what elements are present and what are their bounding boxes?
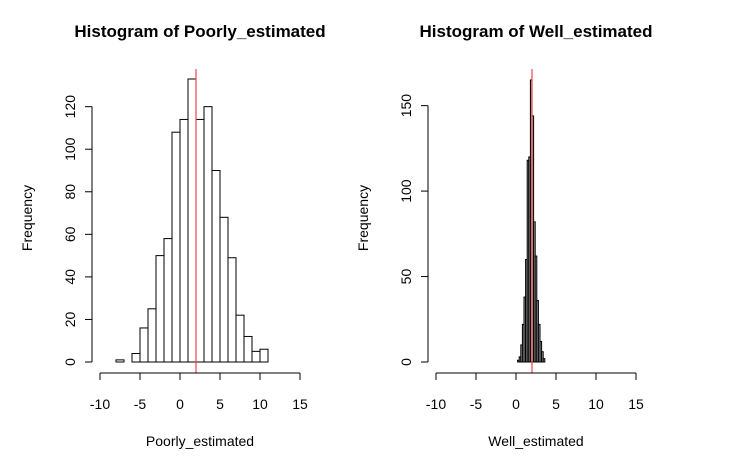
histogram-panel-poorly-estimated: Histogram of Poorly_estimated -10 -5 0 5 10 1… [19,22,326,449]
y-tick-label: 20 [62,311,78,327]
y-tick-label: 100 [398,179,414,203]
y-tick-label: 80 [62,184,78,200]
y-tick-label: 0 [62,358,78,366]
x-tick-label: 5 [216,396,224,412]
histogram-bar [227,257,237,363]
y-tick-label: 40 [62,269,78,285]
histogram-panel-well-estimated: Histogram of Well_estimated -10 -5 0 5 10 15 … [355,22,653,449]
histogram-bar [139,327,149,363]
x-tick-label: 0 [512,396,520,412]
y-tick-label: 150 [398,94,414,118]
x-axis-label: Poorly_estimated [146,433,254,449]
histogram-bar [203,106,213,363]
x-tick-label: -10 [90,396,110,412]
y-axis-label: Frequency [19,185,35,251]
x-axis-label: Well_estimated [488,433,583,449]
histogram-bar [155,255,165,363]
histogram-bar [243,335,253,363]
x-axis: -10 -5 0 5 10 15 [426,372,644,412]
histogram-bars [517,79,546,363]
y-axis: 0 50 100 150 [398,94,429,366]
histogram-bar [235,314,245,363]
histogram-bar [179,118,189,363]
x-tick-label: 15 [628,396,644,412]
y-tick-label: 50 [398,269,414,285]
chart-title: Histogram of Poorly_estimated [74,22,325,41]
y-tick-label: 0 [398,358,414,366]
x-tick-label: -5 [470,396,483,412]
histogram-bar [541,351,544,363]
histogram-bar [131,352,141,363]
x-tick-label: 10 [588,396,604,412]
x-tick-label: -10 [426,396,446,412]
y-tick-label: 100 [62,137,78,161]
x-tick-label: 15 [292,396,308,412]
y-axis: 0 20 40 60 80 100 120 [62,95,93,366]
histogram-bar [171,131,181,363]
histogram-bars [115,78,269,363]
histogram-bar [542,358,546,363]
y-axis-label: Frequency [355,185,371,251]
histogram-bar [195,118,205,363]
x-tick-label: 10 [252,396,268,412]
y-tick-label: 60 [62,226,78,242]
histogram-bar [147,308,157,363]
x-tick-label: 5 [552,396,560,412]
x-tick-label: -5 [134,396,147,412]
histogram-bar [211,170,221,363]
x-axis: -10 -5 0 5 10 15 [90,372,308,412]
histogram-bar [219,216,229,363]
y-tick-label: 120 [62,95,78,119]
histogram-bar [251,350,261,363]
histogram-bar [163,238,173,363]
histogram-bar [187,78,197,363]
x-tick-label: 0 [176,396,184,412]
chart-title: Histogram of Well_estimated [419,22,652,41]
histogram-bar [259,348,269,363]
histogram-bar [115,359,125,363]
